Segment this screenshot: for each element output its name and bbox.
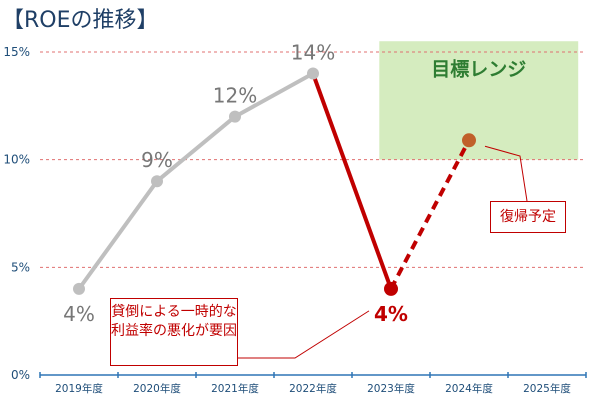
data-label: 9% (141, 148, 173, 172)
data-point (73, 282, 85, 295)
target-range-band (379, 41, 579, 160)
decline-leader-line (238, 310, 370, 359)
y-tick-label: 15% (3, 45, 30, 59)
x-tick-label: 2019年度 (55, 382, 103, 395)
series-line-2 (389, 139, 471, 290)
chart-title: 【ROEの推移】 (2, 8, 159, 33)
x-tick-label: 2023年度 (367, 382, 415, 395)
y-tick-label: 0% (11, 368, 30, 382)
data-label: 4% (63, 302, 95, 326)
decline-annotation-box: 貸倒による一時的な利益率の悪化が要因 (110, 298, 238, 366)
data-point-2023 (384, 281, 398, 296)
data-point (307, 67, 319, 80)
x-tick-label: 2022年度 (289, 382, 337, 395)
x-tick-label: 2025年度 (523, 382, 571, 395)
data-label: 14% (291, 41, 335, 65)
y-tick-label: 10% (3, 153, 30, 167)
data-label: 12% (213, 84, 257, 108)
series-line-0 (77, 71, 314, 291)
decline-annotation-text: 貸倒による一時的な利益率の悪化が要因 (111, 304, 237, 339)
recovery-annotation-text: 復帰予定 (500, 209, 556, 225)
y-tick-label: 5% (11, 260, 30, 274)
x-tick-label: 2024年度 (445, 382, 493, 395)
data-label: 4% (374, 302, 408, 326)
recovery-leader-line (484, 145, 528, 202)
data-point (229, 110, 241, 123)
data-point (151, 175, 163, 188)
target-range-label: 目標レンジ (431, 58, 526, 81)
x-tick-label: 2021年度 (211, 382, 259, 395)
data-point-forecast (462, 133, 476, 148)
recovery-annotation-box: 復帰予定 (490, 201, 566, 233)
x-tick-label: 2020年度 (133, 382, 181, 395)
series-line-1 (311, 72, 393, 290)
